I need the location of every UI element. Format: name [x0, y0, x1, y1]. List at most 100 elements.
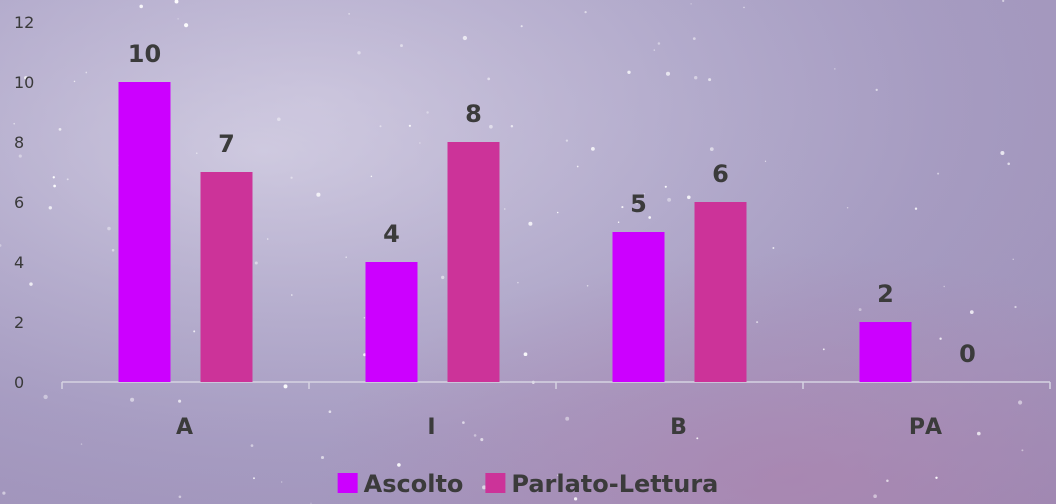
- star: [969, 310, 974, 314]
- star: [178, 495, 182, 499]
- star: [357, 51, 361, 55]
- star: [586, 285, 589, 287]
- star: [426, 111, 429, 114]
- y-tick-label: 6: [14, 193, 24, 212]
- star: [462, 35, 468, 41]
- data-label: 4: [383, 220, 400, 248]
- star: [419, 142, 421, 144]
- legend-label: Ascolto: [364, 470, 464, 498]
- star: [80, 443, 83, 445]
- data-label: 0: [959, 340, 976, 368]
- star: [111, 248, 115, 252]
- y-tick-label: 10: [14, 73, 34, 92]
- star: [277, 117, 281, 122]
- star: [1021, 449, 1024, 452]
- star: [1000, 150, 1005, 156]
- data-label: 8: [465, 100, 482, 128]
- star: [139, 4, 143, 9]
- star: [858, 308, 862, 312]
- star: [504, 208, 506, 210]
- legend-label: Parlato-Lettura: [511, 470, 718, 498]
- star: [66, 178, 69, 181]
- star: [266, 238, 269, 240]
- bar: [612, 232, 665, 382]
- star: [667, 197, 672, 202]
- star: [316, 192, 321, 197]
- star: [943, 285, 945, 288]
- star: [696, 437, 699, 440]
- star: [177, 18, 179, 20]
- star: [1014, 305, 1017, 309]
- star: [565, 416, 570, 421]
- star: [283, 384, 288, 389]
- star: [756, 321, 759, 324]
- star: [743, 6, 745, 9]
- star: [1012, 258, 1014, 260]
- star: [935, 476, 938, 480]
- star: [107, 226, 111, 231]
- y-tick-label: 4: [14, 253, 24, 272]
- star: [523, 352, 528, 357]
- star: [290, 176, 293, 179]
- star: [584, 10, 587, 14]
- category-label: B: [670, 415, 689, 440]
- legend-swatch: [337, 473, 358, 493]
- star: [489, 124, 493, 129]
- star: [510, 125, 514, 128]
- star: [193, 330, 196, 333]
- star: [130, 397, 135, 402]
- star: [833, 68, 836, 70]
- y-tick-label: 8: [14, 133, 24, 152]
- star: [348, 13, 350, 15]
- legend: Ascolto Parlato-Lettura: [337, 470, 718, 498]
- star: [573, 497, 578, 501]
- bar: [118, 82, 171, 382]
- star: [2, 491, 6, 495]
- data-label: 7: [218, 130, 235, 158]
- star: [939, 337, 942, 340]
- star: [627, 70, 631, 74]
- star: [886, 479, 889, 483]
- bar: [694, 202, 747, 382]
- star: [875, 88, 878, 92]
- star: [397, 463, 401, 467]
- bar: [200, 172, 253, 382]
- star: [937, 172, 940, 175]
- star: [1002, 0, 1005, 3]
- star: [664, 185, 667, 188]
- y-tick-label: 0: [14, 373, 24, 392]
- data-label: 5: [630, 190, 647, 218]
- star: [370, 175, 373, 178]
- star: [52, 176, 55, 179]
- star: [772, 247, 775, 249]
- star: [379, 125, 382, 128]
- star: [694, 76, 698, 80]
- star: [528, 221, 533, 226]
- star: [556, 474, 559, 477]
- star: [85, 71, 88, 74]
- star: [24, 76, 28, 80]
- star: [328, 410, 332, 414]
- star: [517, 281, 519, 284]
- category-labels-group: A I B PA: [176, 415, 942, 440]
- star: [408, 124, 411, 127]
- star: [480, 438, 484, 442]
- star: [18, 154, 22, 158]
- data-label: 10: [128, 40, 161, 68]
- star: [290, 294, 293, 296]
- star: [846, 206, 849, 209]
- star: [363, 317, 366, 319]
- star: [621, 206, 624, 209]
- star: [363, 353, 367, 357]
- star: [591, 147, 595, 151]
- star: [556, 211, 559, 214]
- star: [13, 122, 15, 125]
- category-label: A: [176, 415, 195, 440]
- star: [1007, 162, 1010, 166]
- star: [634, 200, 639, 205]
- star: [281, 481, 283, 483]
- star: [520, 25, 523, 28]
- star: [690, 3, 692, 5]
